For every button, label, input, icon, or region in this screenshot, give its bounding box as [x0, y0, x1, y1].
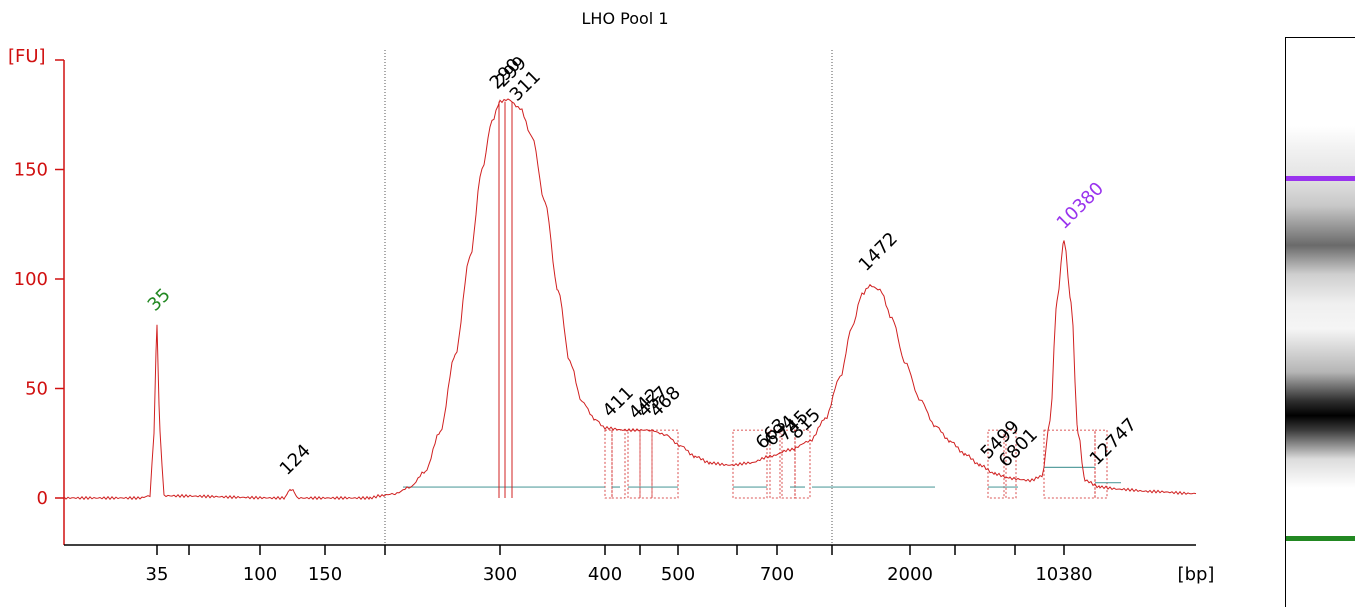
- peak-label-35: 35: [144, 284, 175, 315]
- x-tick-label: 300: [483, 564, 517, 585]
- peak-bin: [794, 429, 811, 499]
- gel-lower-marker-band: [1286, 536, 1355, 541]
- x-tick-label: 500: [661, 564, 695, 585]
- x-tick-label: 2000: [887, 564, 933, 585]
- chart-title: LHO Pool 1: [582, 9, 669, 28]
- peak-bin: [732, 429, 768, 499]
- peak-bin: [769, 429, 781, 499]
- x-tick-label: 100: [243, 564, 277, 585]
- axes: 0 50 100 150 35 100 150 300 400 500 700 2000 10380: [14, 50, 1196, 585]
- x-tick-label: 400: [588, 564, 622, 585]
- peak-bin: [627, 429, 641, 499]
- peak-bin: [651, 429, 679, 499]
- gel-lane-background: [1286, 126, 1355, 488]
- peak-label-12747: 12747: [1086, 414, 1141, 469]
- trace-line: [63, 98, 1197, 501]
- gel-upper-marker-band: [1286, 176, 1355, 181]
- y-axis-label: [FU]: [8, 46, 46, 67]
- peak-label-10380: 10380: [1053, 178, 1108, 233]
- peak-labels: 3512429029931141144245746866369474581514…: [144, 52, 1141, 479]
- peak-bin: [1005, 429, 1017, 499]
- peak-bin: [611, 429, 626, 499]
- trace-group: [63, 98, 1197, 501]
- x-axis-label: [bp]: [1178, 564, 1215, 585]
- x-tick-label: 35: [146, 564, 169, 585]
- peak-bin: [639, 429, 653, 499]
- electropherogram-chart: LHO Pool 1 [FU] [bp] 0 50 100 150 35 100 150 30…: [8, 9, 1215, 585]
- peak-label-124: 124: [276, 440, 315, 479]
- peak-label-1472: 1472: [855, 228, 902, 275]
- peak-integration-bins: [403, 101, 1121, 499]
- y-tick-label: 50: [25, 379, 48, 400]
- x-tick-label: 700: [760, 564, 794, 585]
- y-tick-label: 0: [37, 488, 48, 509]
- virtual-gel-lane: [1285, 37, 1355, 607]
- peak-bin: [604, 429, 613, 499]
- peak-bin: [1094, 429, 1108, 499]
- peak-bin: [1043, 429, 1096, 499]
- x-tick-label: 10380: [1035, 564, 1092, 585]
- x-tick-label: 150: [308, 564, 342, 585]
- y-tick-label: 150: [14, 160, 48, 181]
- peak-bin: [987, 429, 1005, 499]
- y-tick-label: 100: [14, 269, 48, 290]
